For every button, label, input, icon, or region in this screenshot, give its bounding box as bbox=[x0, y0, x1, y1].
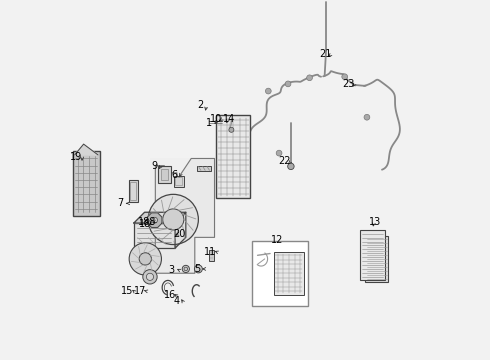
Circle shape bbox=[182, 265, 190, 273]
Text: 9: 9 bbox=[151, 161, 158, 171]
Bar bbox=[252, 241, 308, 306]
Circle shape bbox=[342, 74, 347, 80]
Circle shape bbox=[288, 163, 294, 170]
Polygon shape bbox=[147, 213, 162, 228]
Bar bbox=[360, 230, 385, 280]
Bar bbox=[150, 158, 215, 230]
Text: 13: 13 bbox=[368, 217, 381, 227]
Circle shape bbox=[285, 81, 291, 87]
Bar bbox=[216, 116, 250, 198]
Polygon shape bbox=[74, 144, 98, 155]
Circle shape bbox=[195, 265, 202, 273]
Polygon shape bbox=[175, 212, 186, 248]
Circle shape bbox=[129, 243, 161, 275]
Text: 19: 19 bbox=[70, 152, 82, 162]
Circle shape bbox=[163, 209, 184, 230]
Circle shape bbox=[276, 150, 282, 156]
Text: 2: 2 bbox=[197, 100, 203, 110]
Text: 23: 23 bbox=[342, 79, 354, 89]
Text: 5: 5 bbox=[195, 264, 201, 274]
Circle shape bbox=[307, 75, 313, 81]
Circle shape bbox=[152, 217, 157, 223]
Text: 22: 22 bbox=[278, 156, 291, 166]
Polygon shape bbox=[155, 158, 215, 273]
Text: 1: 1 bbox=[206, 118, 212, 128]
Circle shape bbox=[139, 253, 151, 265]
Text: 17: 17 bbox=[134, 286, 147, 296]
Text: 21: 21 bbox=[319, 49, 332, 59]
Circle shape bbox=[147, 273, 153, 280]
Circle shape bbox=[229, 127, 234, 132]
Circle shape bbox=[148, 194, 198, 244]
Bar bbox=[73, 151, 100, 216]
Bar bbox=[130, 182, 136, 200]
Bar bbox=[161, 168, 168, 180]
Polygon shape bbox=[134, 212, 186, 223]
Text: 11: 11 bbox=[204, 247, 216, 257]
Text: 16: 16 bbox=[164, 291, 176, 301]
Text: 10: 10 bbox=[209, 114, 221, 124]
Circle shape bbox=[184, 267, 188, 271]
Circle shape bbox=[143, 270, 157, 284]
Circle shape bbox=[364, 114, 370, 120]
Text: 7: 7 bbox=[117, 198, 123, 208]
Bar bbox=[129, 180, 138, 202]
Text: 14: 14 bbox=[223, 114, 235, 124]
Text: 12: 12 bbox=[271, 235, 283, 245]
Text: 18: 18 bbox=[139, 219, 151, 229]
Bar bbox=[365, 235, 389, 282]
Bar bbox=[274, 252, 304, 295]
Bar bbox=[134, 223, 175, 248]
Bar bbox=[209, 250, 214, 261]
Bar bbox=[175, 177, 182, 185]
Circle shape bbox=[266, 88, 271, 94]
Text: 6: 6 bbox=[171, 170, 177, 180]
Text: 188: 188 bbox=[138, 217, 157, 227]
Bar bbox=[196, 166, 211, 171]
Bar bbox=[174, 176, 184, 187]
Text: 4: 4 bbox=[173, 296, 179, 306]
Text: 20: 20 bbox=[173, 229, 186, 239]
Text: 3: 3 bbox=[169, 265, 175, 275]
Text: 15: 15 bbox=[121, 286, 134, 296]
Bar bbox=[158, 166, 171, 183]
